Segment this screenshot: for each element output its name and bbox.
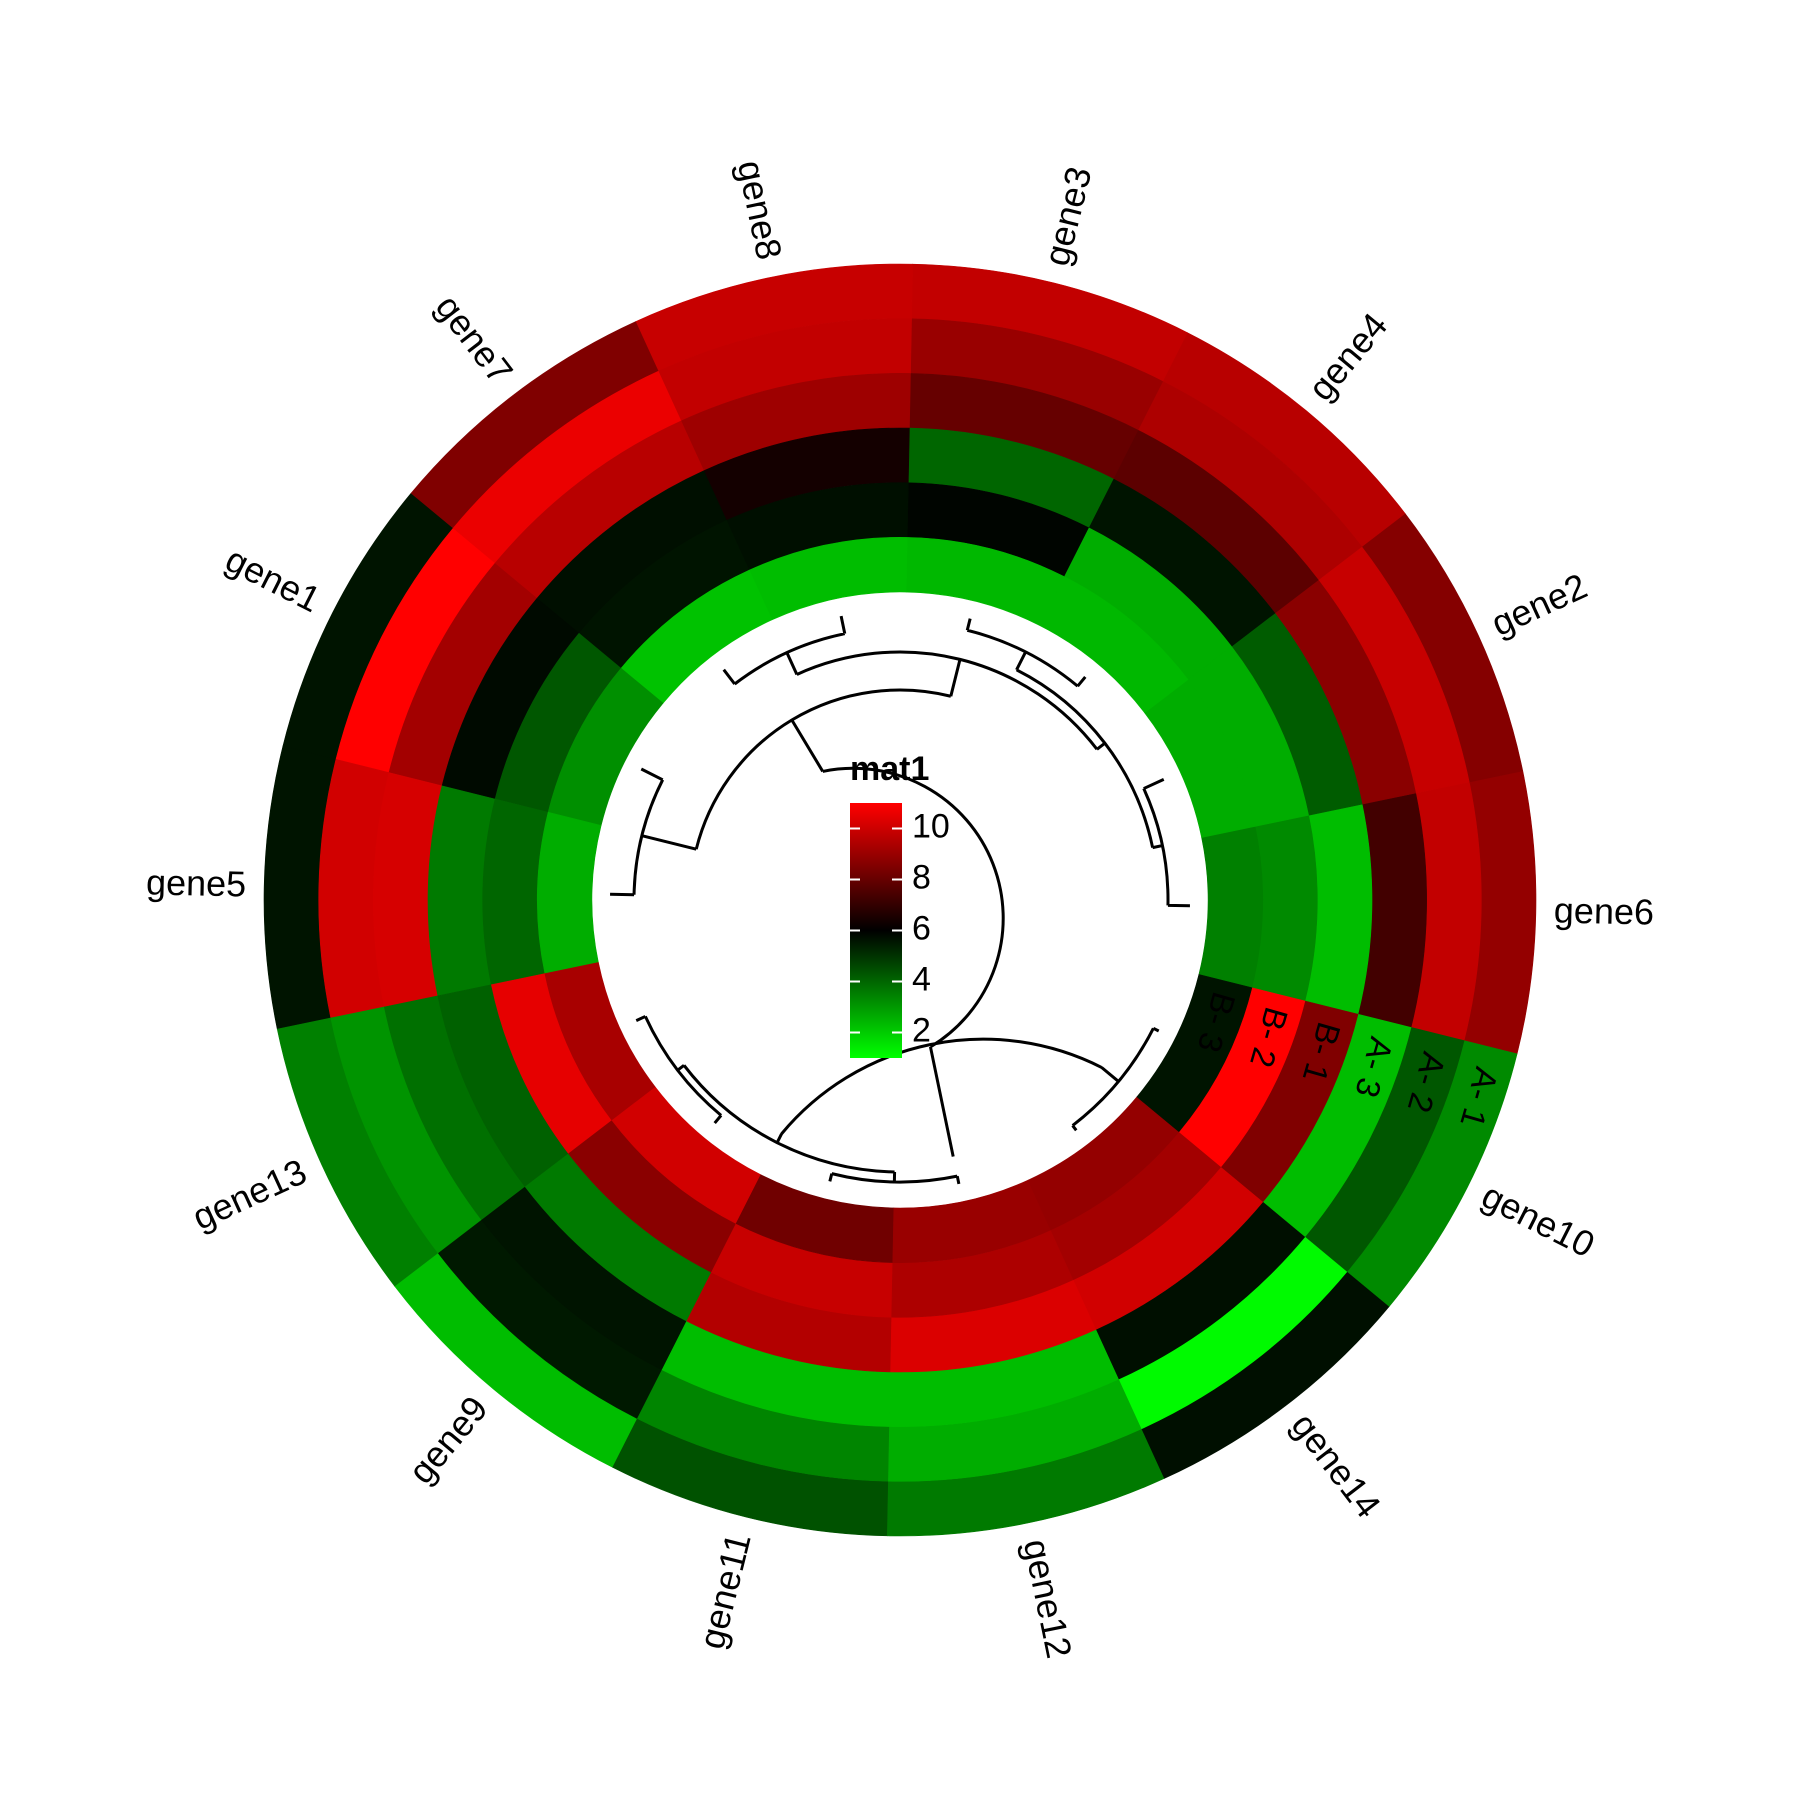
gene-label: gene13: [186, 1151, 312, 1238]
gene-label: gene8: [730, 157, 790, 263]
gene-label: gene7: [428, 287, 521, 391]
dendrogram-branches: [610, 615, 1190, 1185]
heatmap-cell-gene5-track-6: [537, 811, 602, 974]
legend-tick-label: 8: [912, 858, 931, 896]
legend-tick-label: 2: [912, 1011, 931, 1049]
gene-label: gene5: [146, 861, 247, 904]
legend-title: mat1: [850, 750, 929, 788]
gene-label: gene2: [1485, 565, 1593, 644]
gene-label: gene11: [691, 1529, 759, 1653]
gene-label: gene12: [1016, 1536, 1081, 1662]
legend-tick-label: 10: [912, 807, 950, 845]
legend-tick-label: 6: [912, 909, 931, 947]
legend-tick-label: 4: [912, 960, 931, 998]
heatmap-cell-gene10-track-6: [1136, 974, 1253, 1133]
legend: mat1 2 4 6 8 10: [850, 750, 950, 1058]
gene-label: gene14: [1284, 1405, 1390, 1525]
legend-ticks: 2 4 6 8 10: [850, 807, 950, 1049]
gene-label: gene4: [1300, 305, 1396, 408]
heatmap-sectors: [263, 263, 1537, 1537]
dendrogram: [610, 615, 1190, 1185]
gene-label: gene1: [219, 538, 327, 620]
gene-label: gene6: [1554, 890, 1655, 933]
gene-label: gene10: [1476, 1175, 1602, 1266]
heatmap-cell-gene6-track-6: [1198, 826, 1263, 989]
gene-label: gene9: [400, 1388, 496, 1491]
gene-label: gene3: [1035, 163, 1099, 270]
